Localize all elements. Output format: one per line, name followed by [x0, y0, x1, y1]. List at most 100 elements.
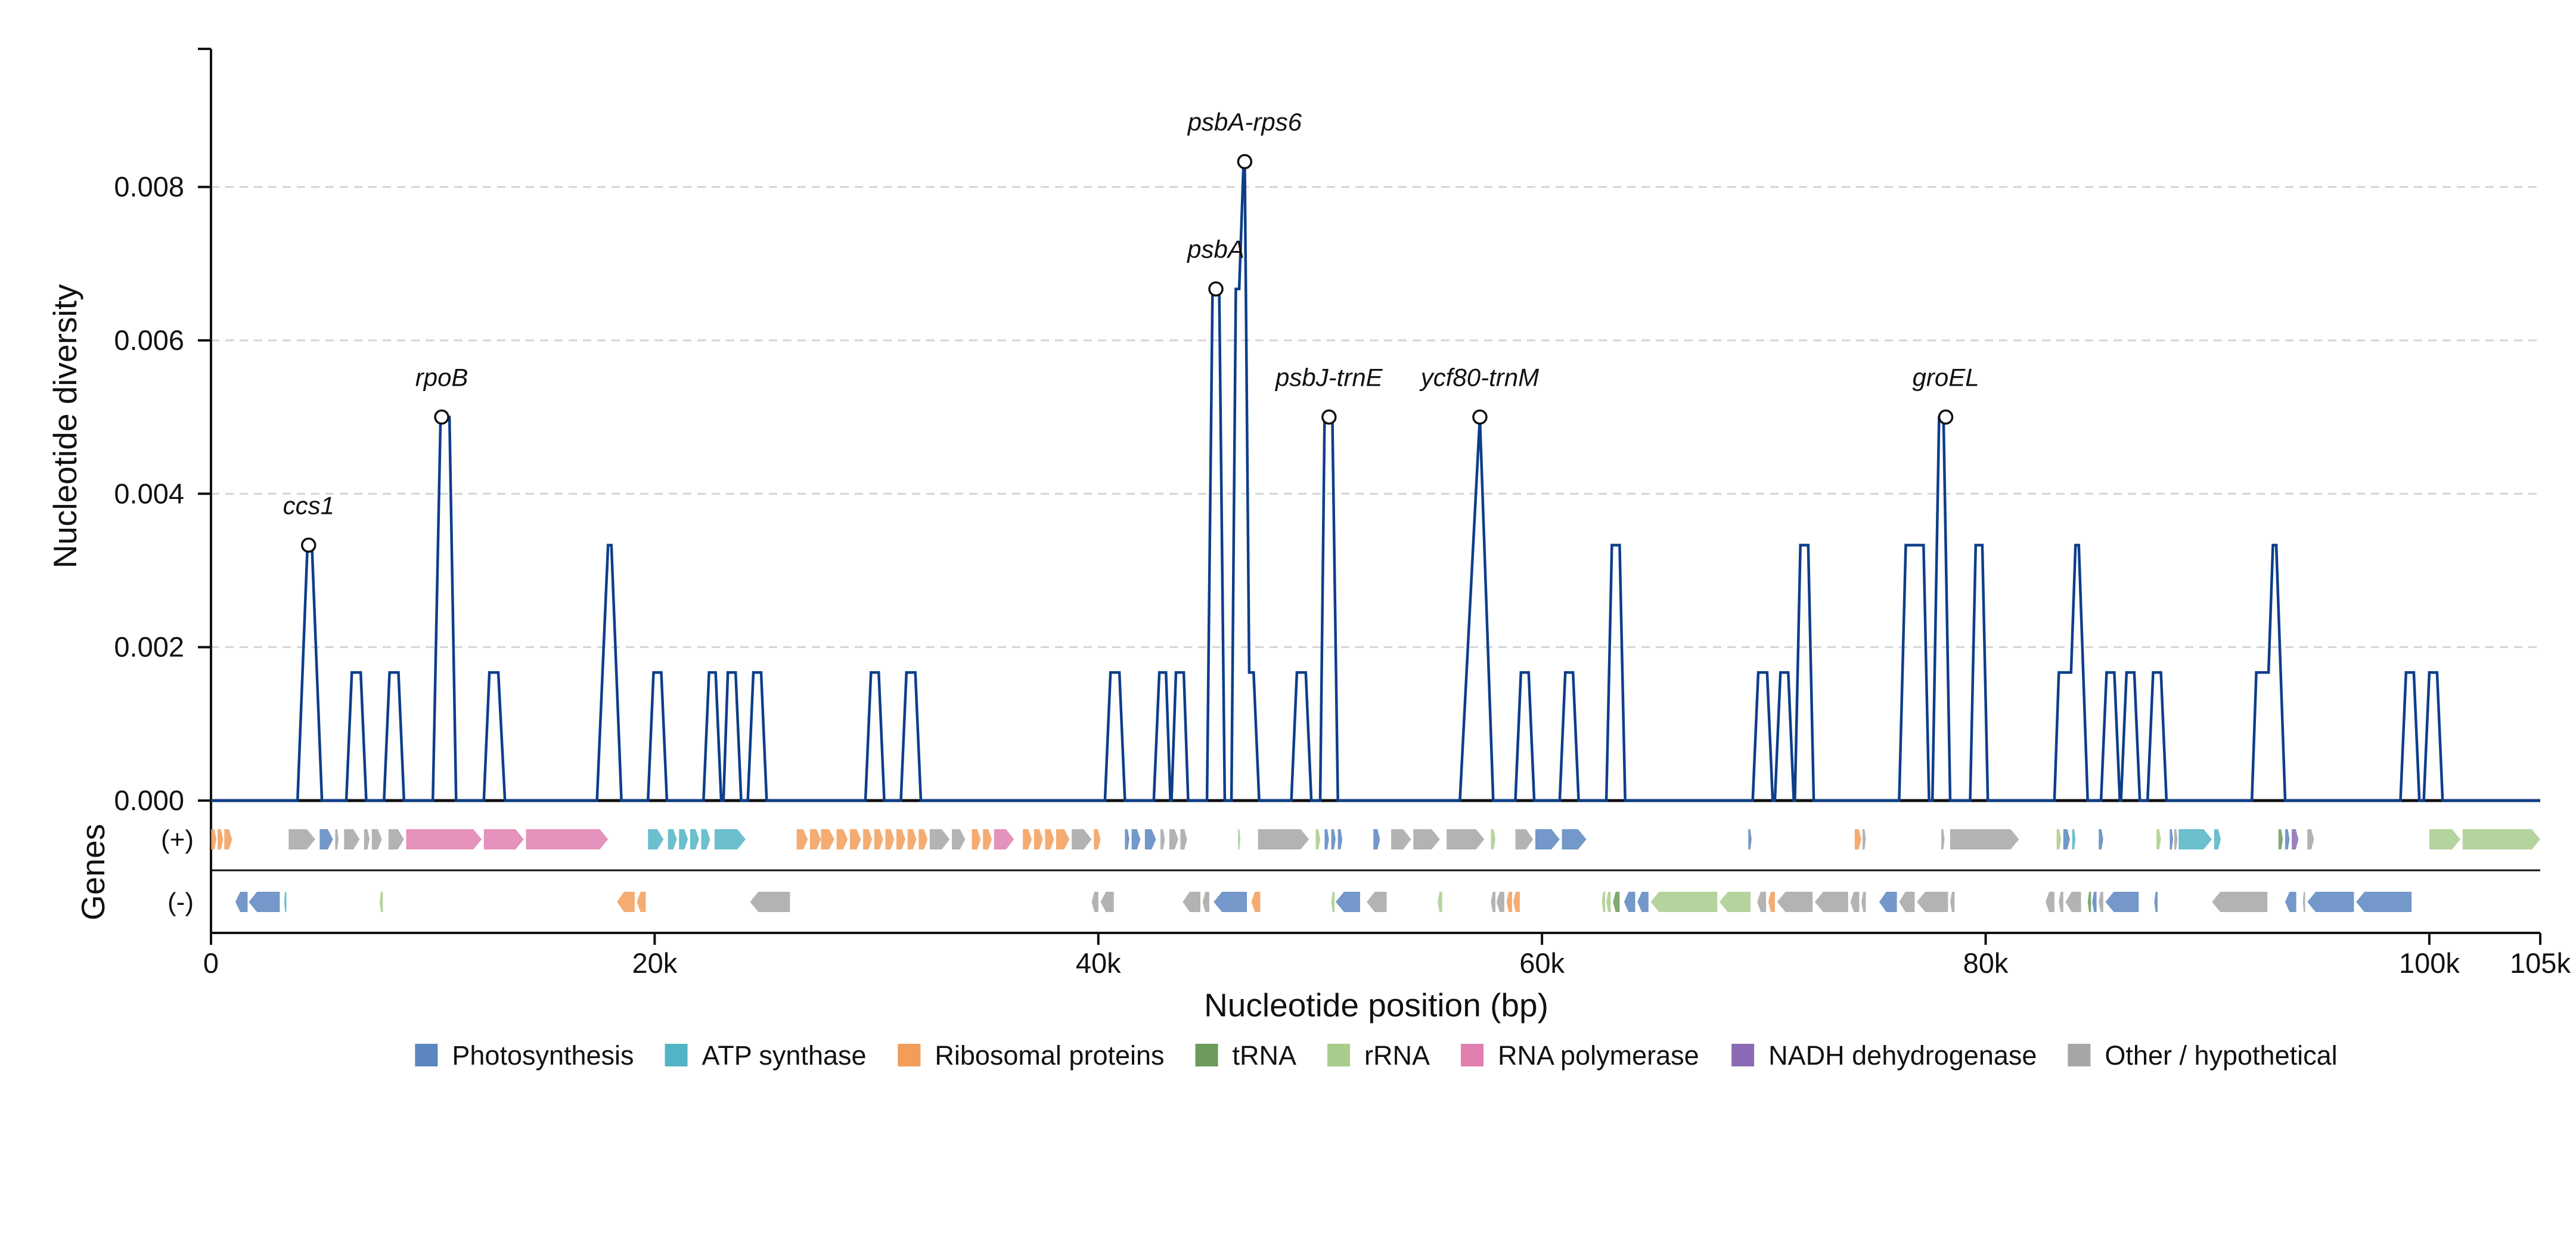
gene-arrow: [2092, 892, 2097, 912]
gene-arrow: [344, 829, 360, 849]
gene-arrow: [1496, 892, 1504, 912]
gene-arrow: [1748, 829, 1752, 849]
gene-arrow: [849, 829, 861, 849]
gene-arrow: [1863, 829, 1866, 849]
gene-arrow: [1777, 892, 1813, 912]
legend-label: RNA polymerase: [1498, 1040, 1699, 1071]
gene-arrow: [1506, 892, 1512, 912]
gene-arrow: [2056, 829, 2062, 849]
peak-marker: [434, 409, 449, 425]
gene-arrow: [1100, 892, 1114, 912]
gene-arrow: [907, 829, 917, 849]
x-tick-label: 40k: [1076, 947, 1121, 979]
peak-marker: [1472, 409, 1488, 425]
gene-arrow: [1606, 892, 1611, 912]
gene-arrow: [1131, 829, 1141, 849]
strand-label: (+): [161, 825, 194, 854]
legend-label: Ribosomal proteins: [935, 1040, 1164, 1071]
y-tick-label: 0.002: [114, 631, 184, 663]
y-tick-label: 0.008: [114, 171, 184, 203]
y-tick-label: 0.006: [114, 324, 184, 356]
gene-arrow: [2099, 829, 2103, 849]
gene-arrow: [319, 829, 333, 849]
peak-marker: [301, 537, 316, 553]
gene-arrow: [679, 829, 688, 849]
gene-arrow: [690, 829, 699, 849]
gene-arrow: [2059, 892, 2063, 912]
gene-arrow: [701, 829, 710, 849]
gene-arrow: [1251, 892, 1261, 912]
gene-arrow: [1373, 829, 1380, 849]
gene-arrow: [1094, 829, 1101, 849]
gene-arrow: [224, 829, 232, 849]
gene-arrow: [863, 829, 873, 849]
peak-label: ccs1: [283, 492, 334, 520]
gene-arrow: [2156, 829, 2161, 849]
gene-arrow: [1950, 829, 2019, 849]
y-tick-label: 0.000: [114, 784, 184, 816]
gene-layer: (+) (-): [161, 825, 2540, 917]
gene-arrow: [1202, 892, 1209, 912]
gene-arrow: [1757, 892, 1767, 912]
gene-arrow: [1072, 829, 1092, 849]
legend-layer: Photosynthesis ATP synthase Ribosomal prot…: [415, 1040, 2338, 1071]
y-axis-label: Nucleotide diversity: [46, 284, 83, 568]
x-tick-label: 0: [203, 947, 219, 979]
gene-arrow: [483, 829, 524, 849]
legend-swatch: [1195, 1044, 1218, 1066]
gene-arrow: [1091, 892, 1098, 912]
gene-arrow: [929, 829, 950, 849]
peak-marker: [1237, 154, 1253, 169]
gene-arrow: [2105, 892, 2139, 912]
gene-arrow: [379, 892, 383, 912]
gene-arrow: [218, 829, 224, 849]
gene-arrow: [972, 829, 981, 849]
peak-label: psbA: [1186, 235, 1244, 263]
legend-label: tRNA: [1233, 1040, 1297, 1071]
gene-arrow: [1324, 829, 1329, 849]
gene-arrow: [1899, 892, 1915, 912]
gene-arrow: [2174, 829, 2178, 849]
peak-marker: [1208, 281, 1224, 297]
gene-arrow: [885, 829, 895, 849]
gene-arrow: [896, 829, 905, 849]
gene-arrow: [1331, 829, 1336, 849]
gene-arrow: [648, 829, 664, 849]
diversity-series-line: [211, 160, 2540, 802]
gene-arrow: [2285, 892, 2296, 912]
gene-arrow: [2154, 892, 2158, 912]
gene-arrow: [1367, 892, 1387, 912]
gene-arrow: [1850, 892, 1860, 912]
gene-arrow: [952, 829, 966, 849]
gene-arrow: [1315, 829, 1320, 849]
legend-label: ATP synthase: [702, 1040, 867, 1071]
gene-arrow: [1917, 892, 1948, 912]
gene-arrow: [617, 892, 635, 912]
legend-swatch: [415, 1044, 438, 1066]
gene-arrow: [1602, 892, 1606, 912]
gene-arrow: [1447, 829, 1485, 849]
gene-arrow: [809, 829, 821, 849]
gene-arrow: [364, 829, 370, 849]
gene-arrow: [2087, 892, 2091, 912]
gene-arrow: [1023, 829, 1032, 849]
gene-arrow: [2278, 829, 2283, 849]
gene-arrow: [1861, 892, 1866, 912]
gene-arrow: [637, 892, 646, 912]
gene-arrow: [1624, 892, 1635, 912]
gene-arrow: [1056, 829, 1070, 849]
gene-arrow: [1637, 892, 1649, 912]
gene-arrow: [288, 829, 315, 849]
gene-arrow: [714, 829, 746, 849]
legend-swatch: [1327, 1044, 1351, 1066]
peak-label: ycf80-trnM: [1419, 364, 1539, 392]
gene-arrow: [2302, 892, 2305, 912]
gene-arrow: [1879, 892, 1897, 912]
gene-arrow: [284, 892, 287, 912]
peak-label: rpoB: [415, 364, 468, 392]
x-tick-label: 60k: [1519, 947, 1565, 979]
x-tick-label: 100k: [2399, 947, 2460, 979]
gene-arrow: [1535, 829, 1560, 849]
gene-arrow: [2292, 829, 2299, 849]
